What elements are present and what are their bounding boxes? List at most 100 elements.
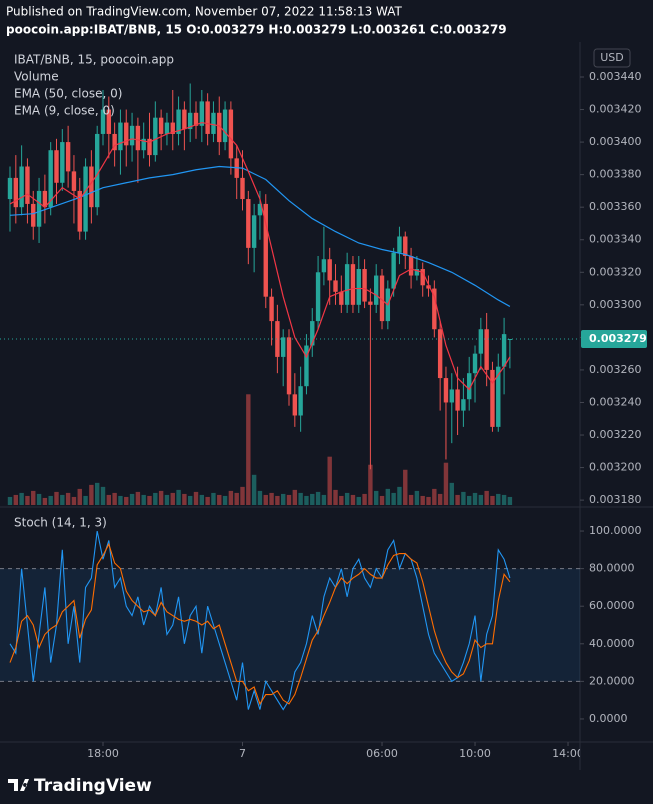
volume-bar xyxy=(321,494,327,505)
volume-bar xyxy=(228,490,234,505)
candle-body xyxy=(228,109,234,159)
volume-bar xyxy=(217,494,222,505)
candle-body xyxy=(251,215,257,248)
volume-bar xyxy=(36,493,42,505)
volume-bar xyxy=(432,488,437,505)
y-tick-label: 0.003360 xyxy=(589,200,642,213)
candle-body xyxy=(94,133,100,208)
candle-body xyxy=(391,252,396,289)
tradingview-logo[interactable]: TradingView xyxy=(8,776,152,796)
volume-bar xyxy=(333,489,338,505)
candle-body xyxy=(292,394,298,416)
candle-body xyxy=(280,337,286,357)
volume-bar xyxy=(222,495,228,505)
volume-bar xyxy=(263,494,268,505)
volume-bar xyxy=(94,482,100,505)
currency-box[interactable] xyxy=(593,48,631,68)
candle-body xyxy=(455,389,460,411)
stoch-line xyxy=(9,530,511,711)
candle-body xyxy=(327,259,332,281)
candle-body xyxy=(420,269,425,286)
candle-body xyxy=(478,329,484,354)
candle-body xyxy=(501,334,507,367)
time-axis: 18:00 7 06:00 10:00 14:00 xyxy=(87,742,580,760)
volume-bar xyxy=(315,491,321,505)
y-tick-label: 0.0000 xyxy=(589,712,628,725)
volume-bar xyxy=(89,484,94,505)
volume-bar xyxy=(199,494,205,505)
candle-body xyxy=(31,203,36,227)
volume-bar xyxy=(461,491,466,505)
volume-bar xyxy=(379,495,385,505)
volume-bar xyxy=(269,492,274,505)
volume-bar xyxy=(391,492,396,505)
volume-bar xyxy=(240,486,245,505)
volume-bar xyxy=(362,493,367,505)
x-tick-label: 7 xyxy=(239,747,246,760)
volume-bar xyxy=(141,494,146,505)
logo-icon xyxy=(8,779,29,791)
volume-bar xyxy=(478,494,484,505)
candle-body xyxy=(170,122,175,134)
volume-bar xyxy=(443,462,449,505)
candle-body xyxy=(298,386,303,416)
volume-bar xyxy=(153,492,158,505)
candle-body xyxy=(414,269,420,276)
candle-body xyxy=(48,150,53,208)
ema9-legend: EMA (9, close, 0) xyxy=(14,104,115,118)
volume-bar xyxy=(124,496,129,505)
candle-body xyxy=(83,166,88,232)
candle-body xyxy=(141,138,146,151)
candle-body xyxy=(13,177,19,208)
volume-bar xyxy=(118,495,123,505)
volume-bar xyxy=(426,496,431,505)
volume-bar xyxy=(170,492,175,505)
candle-body xyxy=(449,389,454,403)
volume-bar xyxy=(437,493,443,505)
volume-bar xyxy=(48,495,53,505)
candle-body xyxy=(135,125,141,151)
candle-body xyxy=(217,112,222,143)
volume-bar xyxy=(420,495,425,505)
candle-body xyxy=(263,203,268,297)
volume-bar xyxy=(356,496,361,505)
candle-body xyxy=(275,321,280,357)
candle-body xyxy=(472,353,478,374)
candle-body xyxy=(106,109,112,134)
price-pane xyxy=(0,83,580,505)
volume-bar xyxy=(490,495,495,505)
volume-bar xyxy=(65,492,71,505)
volume-bar xyxy=(455,494,460,505)
candle-body xyxy=(7,177,13,200)
candle-body xyxy=(193,112,199,126)
volume-bar xyxy=(397,486,402,505)
y-tick-label: 40.0000 xyxy=(589,637,635,650)
candle-body xyxy=(71,171,77,191)
candle-body xyxy=(507,339,513,341)
volume-bar xyxy=(182,493,187,505)
volume-bar xyxy=(246,394,251,505)
candle-body xyxy=(89,166,94,208)
volume-bar xyxy=(339,495,344,505)
volume-bar xyxy=(484,490,489,505)
volume-bar xyxy=(292,489,298,505)
candle-body xyxy=(100,109,106,134)
volume-bar xyxy=(501,494,507,505)
volume-bar xyxy=(280,493,286,505)
candle-body xyxy=(379,275,385,322)
volume-bar xyxy=(54,491,59,505)
candle-body xyxy=(19,166,24,208)
x-tick-label: 06:00 xyxy=(366,747,398,760)
volume-bar xyxy=(251,474,257,505)
candle-body xyxy=(344,264,350,305)
volume-bar xyxy=(257,490,263,505)
y-tick-label: 0.003240 xyxy=(589,395,642,408)
volume-bar xyxy=(374,490,379,505)
y-tick-label: 0.003260 xyxy=(589,363,642,376)
stoch-legend: Stoch (14, 1, 3) xyxy=(14,516,107,530)
currency[interactable]: USD xyxy=(600,51,624,64)
candle-body xyxy=(153,117,158,156)
candle-body xyxy=(374,275,379,305)
candle-body xyxy=(286,337,292,395)
